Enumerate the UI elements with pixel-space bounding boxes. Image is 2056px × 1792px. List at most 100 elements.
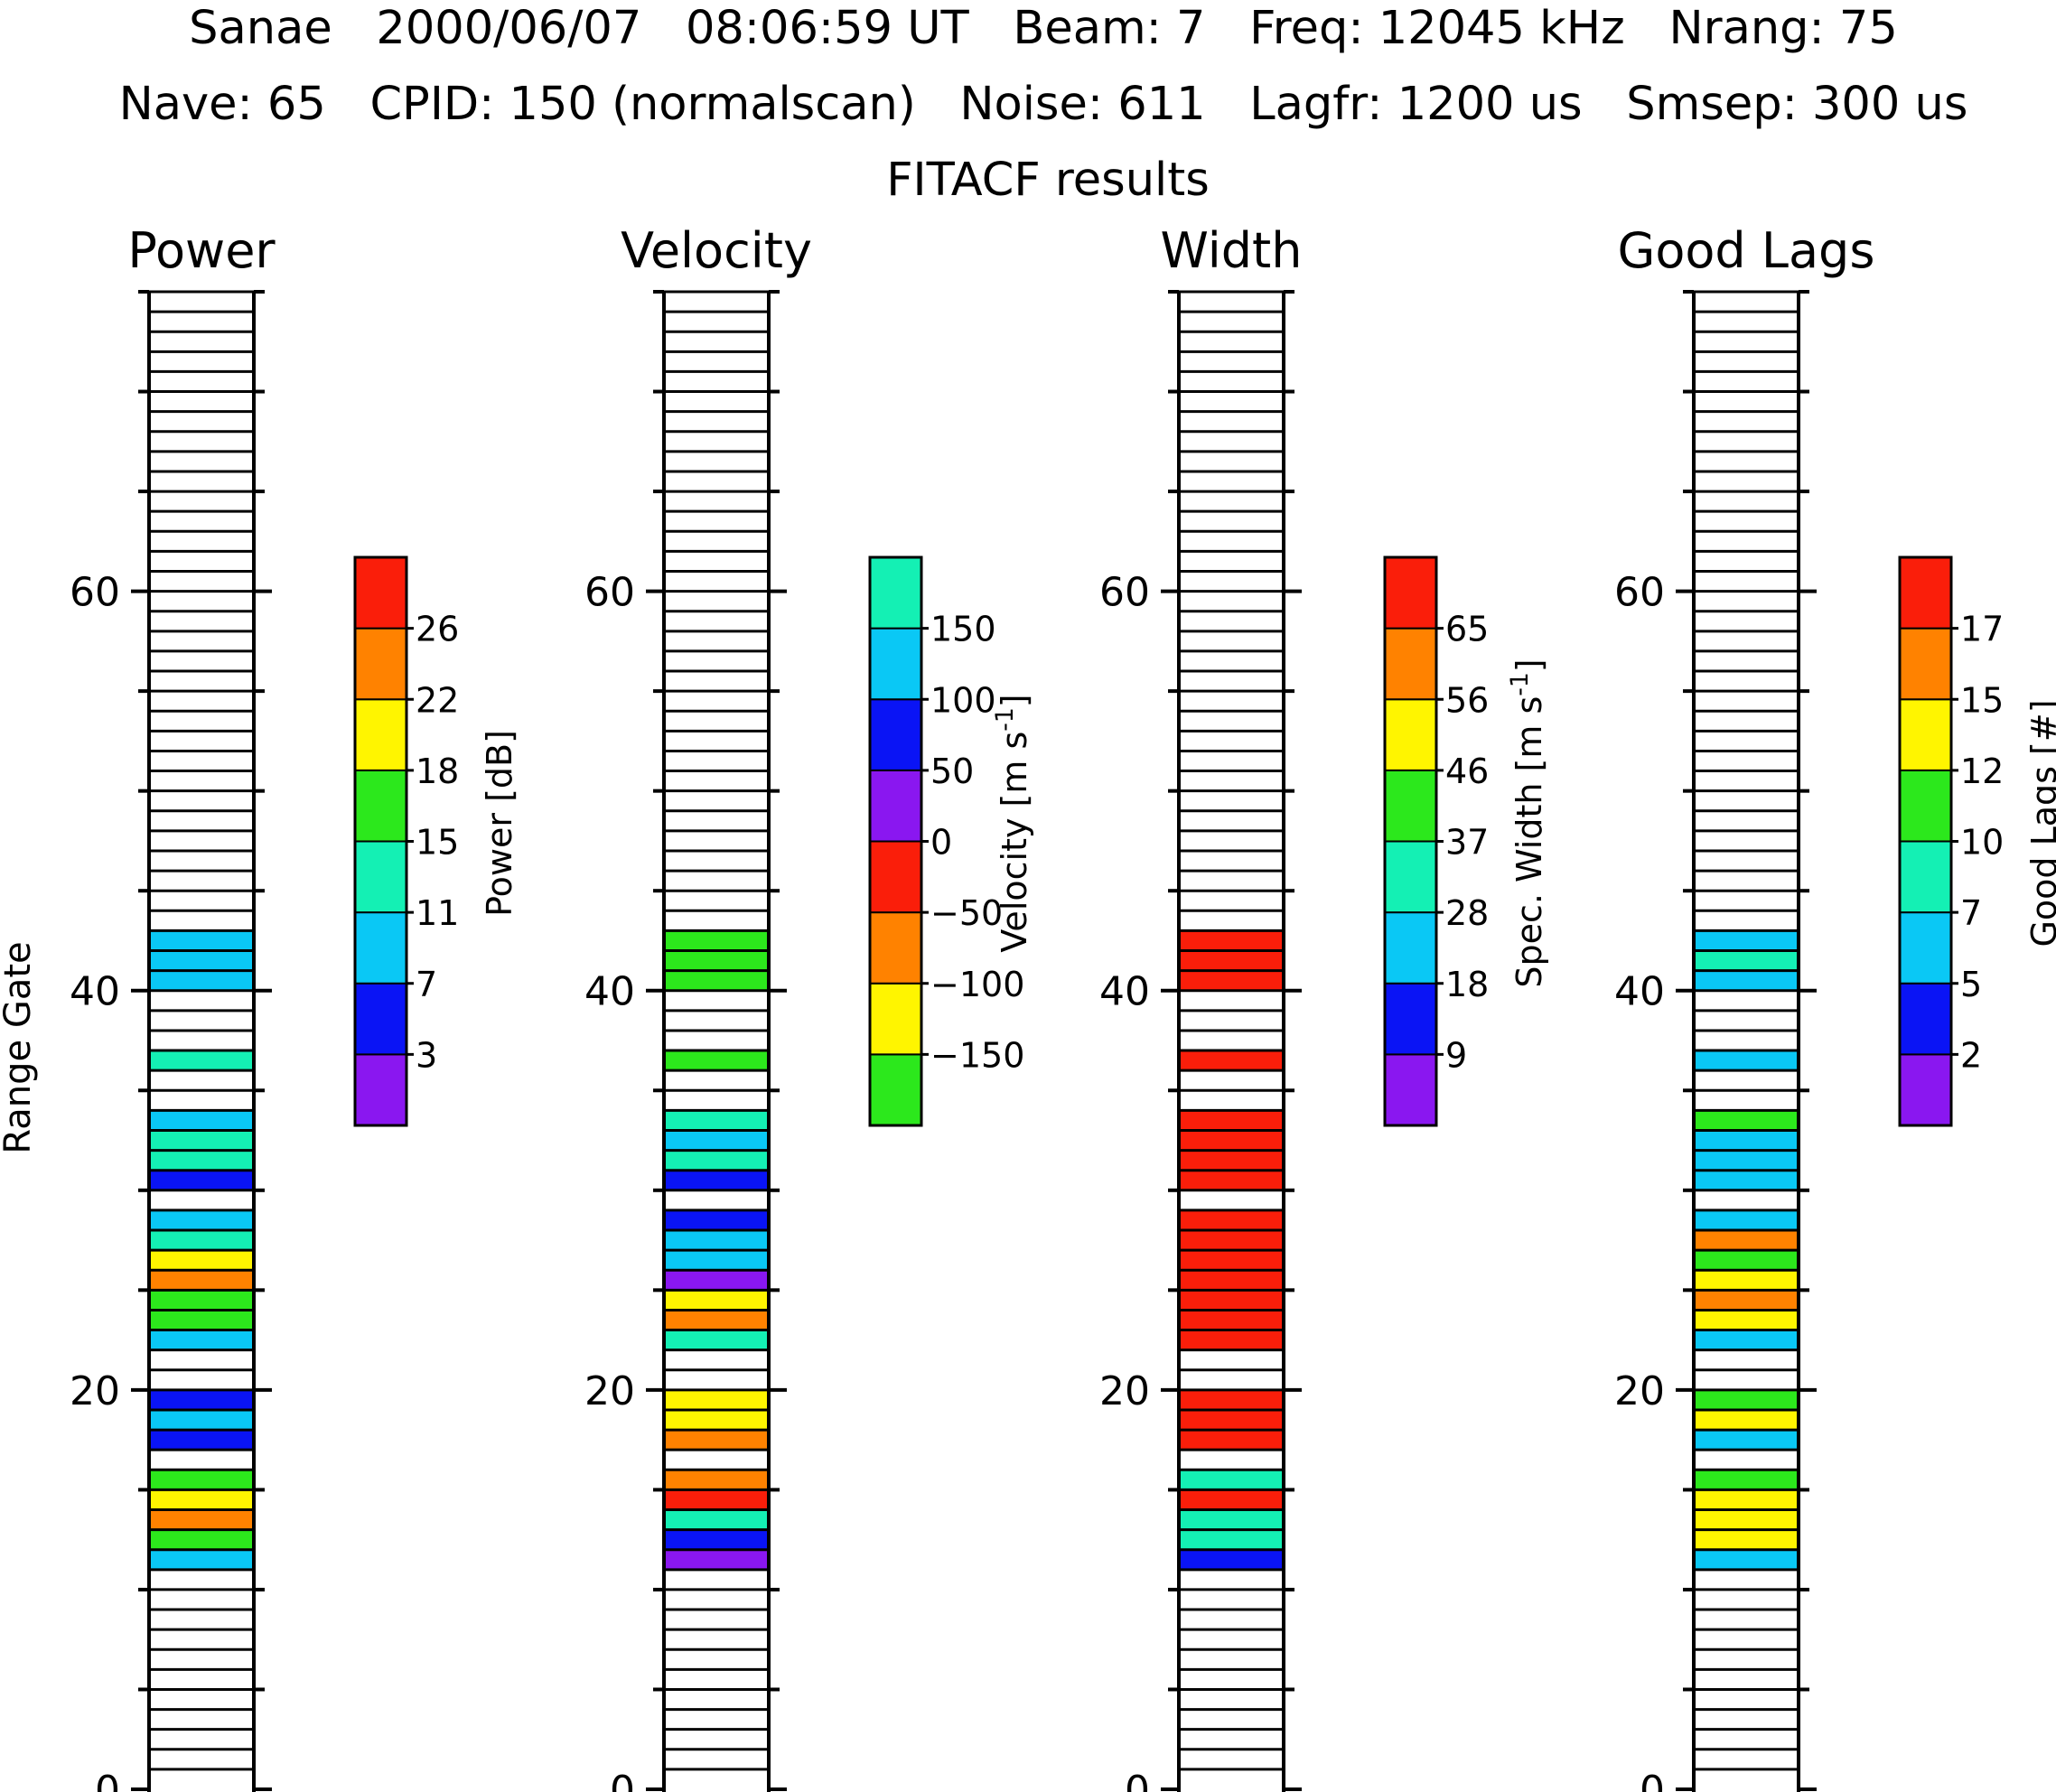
cell-gate-22	[1179, 1330, 1284, 1350]
cell-gate-32	[664, 1130, 769, 1151]
cell-gate-18	[1179, 1409, 1284, 1431]
colorbar-swatch	[869, 769, 922, 843]
panel-good-lags: Good Lags 0 20 40 60 2 5 7 10 12 15 17 Good Lags [#]	[1614, 222, 2056, 1792]
cell-gate-36	[1179, 1050, 1284, 1071]
cell-gate-32	[1694, 1130, 1799, 1151]
cell-gate-11	[664, 1549, 769, 1570]
cell-gate-13	[1179, 1509, 1284, 1530]
cell-gate-12	[664, 1529, 769, 1550]
colorbar-tick-label: 3	[416, 1035, 437, 1075]
colorbar-swatch	[1899, 698, 1952, 771]
superscript: -1	[991, 707, 1019, 732]
y-tick-label: 40	[584, 969, 635, 1015]
colorbar-swatch	[354, 556, 407, 630]
colorbar-swatch	[1899, 1053, 1952, 1126]
colorbar-swatch	[354, 911, 407, 985]
colorbar-tick-label: −100	[930, 965, 1024, 1004]
cell-gate-42	[1694, 930, 1799, 951]
cell-gate-26	[664, 1250, 769, 1271]
cell-gate-24	[149, 1290, 254, 1311]
colorbar-tick-label: 65	[1445, 610, 1489, 649]
cell-gate-36	[1694, 1050, 1799, 1071]
superscript: -1	[1506, 672, 1534, 696]
cell-gate-40	[664, 970, 769, 991]
y-tick-label: 60	[1099, 570, 1150, 616]
cell-gate-23	[1179, 1310, 1284, 1330]
panel-title: Good Lags	[1618, 222, 1875, 279]
y-tick-label: 60	[1614, 570, 1665, 616]
panel-power: Power 0 20 40 60 3 7 11 15 18 22 26 Power [dB]	[70, 222, 519, 1792]
cell-gate-26	[1694, 1250, 1799, 1271]
cell-gate-31	[1694, 1150, 1799, 1171]
cell-gate-18	[1694, 1409, 1799, 1431]
cell-gate-31	[1179, 1150, 1284, 1171]
cell-gate-31	[664, 1150, 769, 1171]
panel-title: Velocity	[621, 222, 812, 279]
cell-gate-41	[664, 950, 769, 971]
colorbar-tick-label: 2	[1960, 1035, 1982, 1075]
cell-gate-32	[149, 1130, 254, 1151]
cell-gate-18	[149, 1409, 254, 1431]
colorbar-swatch	[1384, 769, 1437, 843]
colorbar-tick-label: 150	[930, 610, 996, 649]
colorbar-swatch	[869, 1053, 922, 1126]
cell-gate-33	[664, 1110, 769, 1131]
colorbar-tick-label: 11	[416, 893, 459, 933]
cell-gate-14	[664, 1489, 769, 1510]
colorbar-swatch	[1899, 982, 1952, 1056]
colorbar-tick-label: 7	[1960, 893, 1982, 933]
cell-gate-12	[1694, 1529, 1799, 1550]
colorbar-swatch	[869, 840, 922, 914]
colorbar-swatch	[354, 698, 407, 771]
colorbar-swatch	[354, 627, 407, 701]
cell-gate-30	[664, 1170, 769, 1190]
colorbar-swatch	[1384, 911, 1437, 985]
y-axis-title: Range Gate	[0, 941, 39, 1153]
colorbar-swatch	[1384, 840, 1437, 914]
y-tick-label: 20	[1614, 1368, 1665, 1414]
cell-gate-40	[149, 970, 254, 991]
cell-gate-42	[1179, 930, 1284, 951]
y-tick-label: 60	[584, 570, 635, 616]
cell-gate-33	[149, 1110, 254, 1131]
cell-gate-19	[1179, 1389, 1284, 1410]
cell-gate-22	[149, 1330, 254, 1350]
cell-gate-32	[1179, 1130, 1284, 1151]
colorbar-tick-label: 15	[1960, 680, 2004, 720]
cell-gate-31	[149, 1150, 254, 1171]
y-tick-label: 20	[584, 1368, 635, 1414]
cell-gate-23	[149, 1310, 254, 1330]
cell-gate-40	[1694, 970, 1799, 991]
y-tick-label: 0	[610, 1768, 635, 1792]
panel-width: Width 0 20 40 60 9 18 28 37 46 56 65 Spec. Width [m …	[1099, 222, 1549, 1792]
cell-gate-13	[149, 1509, 254, 1530]
colorbar-swatch	[1384, 627, 1437, 701]
cell-gate-41	[1179, 950, 1284, 971]
cell-gate-27	[1179, 1230, 1284, 1251]
cell-gate-28	[149, 1209, 254, 1231]
colorbar-tick-label: 15	[416, 823, 459, 863]
panel-velocity: Velocity 0 20 40 60 −150 −100 −50 0 50 100 150 Veloc…	[584, 222, 1034, 1792]
cell-gate-23	[1694, 1310, 1799, 1330]
cell-gate-24	[1179, 1290, 1284, 1311]
cell-gate-25	[1694, 1270, 1799, 1291]
cell-gate-27	[1694, 1230, 1799, 1251]
panel-title: Power	[127, 222, 276, 279]
colorbar-tick-label: 46	[1445, 751, 1489, 791]
cell-gate-24	[1694, 1290, 1799, 1311]
y-tick-label: 0	[1125, 1768, 1150, 1792]
colorbar-tick-label: −50	[930, 893, 1003, 933]
y-tick-label: 40	[70, 969, 120, 1015]
colorbar-swatch	[1384, 698, 1437, 771]
colorbar-tick-label: 9	[1445, 1035, 1467, 1075]
cell-gate-13	[664, 1509, 769, 1530]
cell-gate-22	[1694, 1330, 1799, 1350]
y-tick-label: 40	[1614, 969, 1665, 1015]
cell-gate-41	[149, 950, 254, 971]
colorbar-tick-label: 50	[930, 751, 974, 791]
cell-gate-12	[149, 1529, 254, 1550]
cell-gate-14	[1179, 1489, 1284, 1510]
colorbar-tick-label: 10	[1960, 823, 2004, 863]
colorbar-tick-label: 18	[1445, 965, 1489, 1004]
